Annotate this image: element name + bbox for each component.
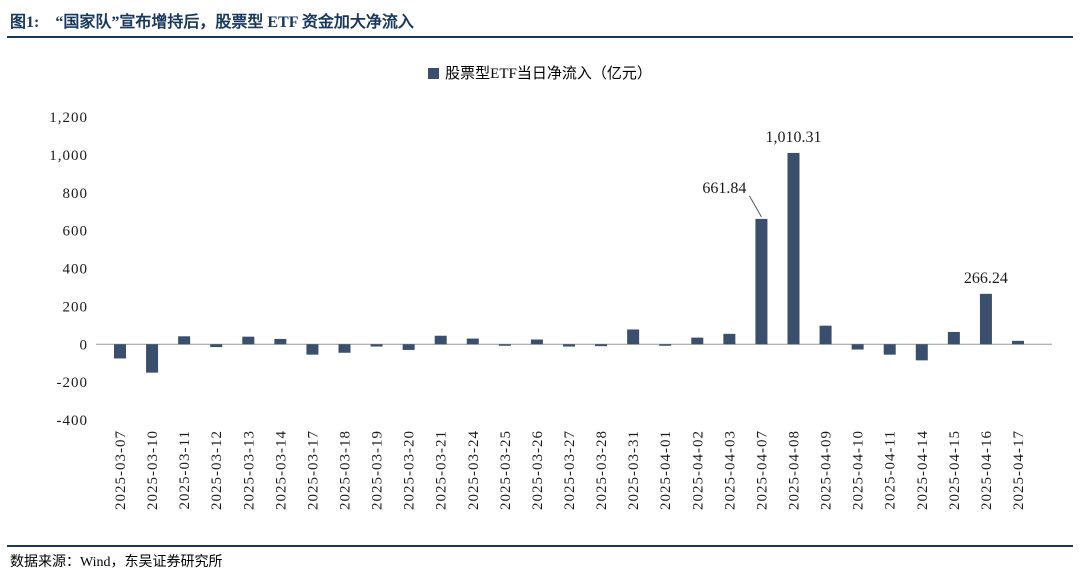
x-tick-label: 2025-04-17 bbox=[1011, 430, 1027, 510]
x-tick-label: 2025-04-03 bbox=[722, 430, 738, 510]
bar-2025-04-03 bbox=[723, 333, 736, 345]
x-tick-label: 2025-04-08 bbox=[787, 430, 803, 510]
legend-swatch-icon bbox=[428, 68, 440, 79]
footer-divider bbox=[7, 545, 1073, 547]
x-tick-label: 2025-03-31 bbox=[626, 430, 642, 510]
bar-2025-04-02 bbox=[691, 337, 704, 345]
bar-2025-03-11 bbox=[178, 336, 191, 345]
y-tick-label: 200 bbox=[63, 299, 89, 315]
bar-2025-03-26 bbox=[530, 339, 543, 345]
bar-2025-04-17 bbox=[1012, 340, 1024, 345]
y-tick-label: 0 bbox=[80, 337, 89, 353]
bar-2025-04-10 bbox=[851, 344, 864, 350]
bar-2025-04-14 bbox=[915, 344, 928, 361]
y-tick-label: 1,000 bbox=[49, 148, 88, 164]
x-tick-label: 2025-03-24 bbox=[466, 430, 482, 510]
x-tick-label: 2025-03-14 bbox=[273, 430, 289, 510]
x-tick-label: 2025-03-21 bbox=[434, 430, 450, 510]
x-tick-label: 2025-04-11 bbox=[883, 430, 899, 509]
x-tick-label: 2025-04-09 bbox=[819, 430, 835, 510]
x-tick-label: 2025-04-02 bbox=[690, 430, 706, 510]
bar-2025-03-18 bbox=[338, 344, 351, 353]
data-label: 1,010.31 bbox=[766, 129, 822, 146]
bar-2025-03-27 bbox=[563, 344, 575, 347]
x-tick-label: 2025-03-11 bbox=[177, 430, 193, 509]
x-tick-label: 2025-04-16 bbox=[979, 430, 995, 510]
bar-2025-03-17 bbox=[306, 344, 319, 355]
y-tick-label: 800 bbox=[63, 186, 89, 202]
bar-2025-03-07 bbox=[114, 344, 126, 359]
etf-net-inflow-bar-chart: 1,200 1,000 800 600 400 200 0 -200 -400 2025-03-0… bbox=[49, 110, 1052, 510]
legend-label: 股票型ETF当日净流入（亿元） bbox=[445, 66, 652, 82]
bar-2025-04-01 bbox=[659, 344, 672, 346]
x-tick-label: 2025-03-25 bbox=[498, 430, 514, 510]
bar-2025-04-09 bbox=[819, 325, 832, 345]
bar-2025-03-21 bbox=[434, 335, 447, 345]
bar-2025-03-13 bbox=[242, 336, 255, 345]
y-tick-label: 600 bbox=[63, 224, 89, 240]
x-tick-label: 2025-04-07 bbox=[754, 430, 770, 510]
x-tick-label: 2025-03-17 bbox=[305, 430, 321, 510]
y-tick-label: -200 bbox=[57, 375, 89, 391]
x-tick-label: 2025-03-19 bbox=[370, 430, 386, 510]
x-tick-label: 2025-03-18 bbox=[338, 430, 354, 510]
x-tick-label: 2025-03-27 bbox=[562, 430, 578, 510]
x-tick-label: 2025-03-13 bbox=[241, 430, 257, 510]
data-label: 661.84 bbox=[702, 180, 746, 197]
x-tick-label: 2025-03-07 bbox=[113, 430, 129, 510]
chart-legend: 股票型ETF当日净流入（亿元） bbox=[0, 62, 1080, 83]
x-tick-label: 2025-04-01 bbox=[658, 430, 674, 510]
bar-2025-03-24 bbox=[466, 338, 479, 345]
bar-2025-04-15 bbox=[947, 331, 960, 345]
figure-title: “国家队”宣布增持后，股票型 ETF 资金加大净流入 bbox=[55, 14, 414, 31]
bar-2025-03-20 bbox=[402, 344, 415, 350]
y-tick-label: 400 bbox=[63, 262, 89, 278]
bar-2025-04-11 bbox=[883, 344, 896, 355]
x-tick-label: 2025-03-10 bbox=[145, 430, 161, 510]
data-source-note: 数据来源：Wind，东吴证券研究所 bbox=[10, 555, 223, 570]
x-tick-label: 2025-03-20 bbox=[402, 430, 418, 510]
x-tick-label: 2025-04-15 bbox=[947, 430, 963, 510]
bar-2025-03-25 bbox=[498, 344, 511, 346]
figure-label: 图1: bbox=[10, 14, 40, 31]
header-divider bbox=[7, 36, 1073, 38]
callout-line bbox=[748, 195, 762, 218]
bar-2025-04-16 bbox=[979, 293, 992, 345]
bar-2025-03-14 bbox=[274, 338, 287, 345]
data-label: 266.24 bbox=[964, 270, 1008, 287]
y-tick-label: -400 bbox=[57, 413, 89, 429]
x-tick-label: 2025-03-12 bbox=[209, 430, 225, 510]
bar-2025-03-19 bbox=[370, 344, 383, 347]
y-tick-label: 1,200 bbox=[49, 110, 88, 126]
bar-2025-03-28 bbox=[595, 344, 608, 347]
x-tick-label: 2025-03-28 bbox=[594, 430, 610, 510]
bar-2025-03-31 bbox=[627, 329, 640, 345]
bar-2025-03-12 bbox=[210, 344, 223, 348]
x-tick-label: 2025-04-10 bbox=[851, 430, 867, 510]
bar-2025-03-10 bbox=[146, 344, 159, 373]
x-tick-label: 2025-04-14 bbox=[915, 430, 931, 510]
figure-header: 图1: “国家队”宣布增持后，股票型 ETF 资金加大净流入 bbox=[10, 8, 414, 32]
bar-2025-04-08 bbox=[787, 152, 800, 345]
x-tick-label: 2025-03-26 bbox=[530, 430, 546, 510]
bar-2025-04-07 bbox=[755, 218, 768, 345]
